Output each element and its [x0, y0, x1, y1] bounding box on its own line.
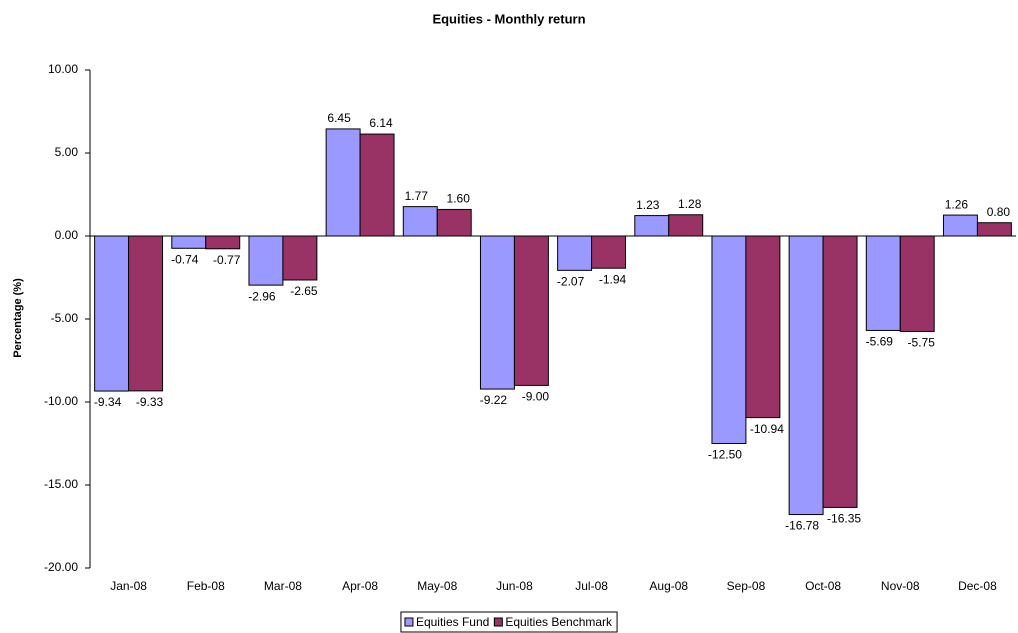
- bar: [513, 235, 549, 386]
- bar: [745, 235, 781, 419]
- bar: [128, 235, 164, 392]
- x-tick-label: Jun-08: [496, 579, 533, 593]
- x-tick-label: Sep-08: [727, 579, 766, 593]
- x-tick-label: Nov-08: [881, 579, 920, 593]
- value-label: -2.96: [248, 289, 276, 303]
- y-tick-label: -15.00: [44, 477, 78, 491]
- value-label: 0.80: [987, 205, 1011, 219]
- value-label: -10.94: [750, 422, 784, 436]
- legend-label: Equities Fund: [416, 615, 489, 629]
- value-label: 1.26: [945, 197, 969, 211]
- y-tick-label: -20.00: [44, 560, 78, 574]
- bar: [899, 235, 935, 332]
- value-label: -5.75: [908, 336, 936, 350]
- y-tick-label: -5.00: [51, 311, 79, 325]
- value-label: -2.07: [557, 275, 585, 289]
- bar: [359, 133, 395, 237]
- bar: [205, 235, 241, 250]
- value-label: -5.69: [866, 335, 894, 349]
- value-label: -16.35: [827, 512, 861, 526]
- y-tick-label: 10.00: [48, 62, 78, 76]
- bar: [557, 235, 593, 271]
- value-label: 1.77: [405, 189, 429, 203]
- value-label: -0.77: [213, 253, 241, 267]
- legend-label: Equities Benchmark: [505, 615, 613, 629]
- x-tick-label: Jan-08: [110, 579, 147, 593]
- x-tick-label: Dec-08: [958, 579, 997, 593]
- x-tick-label: Feb-08: [187, 579, 225, 593]
- value-label: -1.94: [599, 272, 627, 286]
- bar: [402, 206, 438, 237]
- x-tick-label: Jul-08: [575, 579, 608, 593]
- legend-box: [400, 611, 618, 633]
- y-axis-label: Percentage (%): [12, 278, 24, 358]
- value-label: 6.14: [369, 116, 393, 130]
- chart-title: Equities - Monthly return: [432, 11, 585, 26]
- bar: [325, 128, 361, 237]
- x-tick-label: Aug-08: [649, 579, 688, 593]
- bar: [976, 222, 1012, 237]
- value-label: 1.60: [447, 192, 471, 206]
- value-label: 1.28: [678, 197, 702, 211]
- x-tick-label: May-08: [417, 579, 457, 593]
- value-label: -9.33: [136, 395, 164, 409]
- legend-swatch: [404, 617, 414, 627]
- value-label: 1.23: [636, 198, 660, 212]
- y-tick-label: 5.00: [55, 145, 79, 159]
- bar: [436, 208, 472, 237]
- value-label: -9.34: [94, 395, 122, 409]
- y-tick-label: -10.00: [44, 394, 78, 408]
- bar: [248, 235, 284, 286]
- value-label: 6.45: [327, 111, 351, 125]
- bar: [634, 215, 670, 237]
- bar: [865, 235, 901, 331]
- bar: [479, 235, 515, 390]
- value-label: -12.50: [708, 448, 742, 462]
- bar: [94, 235, 130, 392]
- bar: [171, 235, 207, 249]
- x-tick-label: Apr-08: [342, 579, 378, 593]
- bar: [822, 235, 858, 508]
- bar: [282, 235, 318, 281]
- bar: [788, 235, 824, 516]
- bar: [591, 235, 627, 269]
- value-label: -9.00: [522, 390, 550, 404]
- x-tick-label: Mar-08: [264, 579, 302, 593]
- value-label: -2.65: [290, 284, 318, 298]
- y-tick-label: 0.00: [55, 228, 79, 242]
- x-tick-label: Oct-08: [805, 579, 841, 593]
- value-label: -16.78: [785, 519, 819, 533]
- bar: [942, 214, 978, 237]
- value-label: -9.22: [480, 393, 508, 407]
- value-label: -0.74: [171, 252, 199, 266]
- bar: [711, 235, 747, 444]
- legend-swatch: [493, 617, 503, 627]
- bar: [668, 214, 704, 237]
